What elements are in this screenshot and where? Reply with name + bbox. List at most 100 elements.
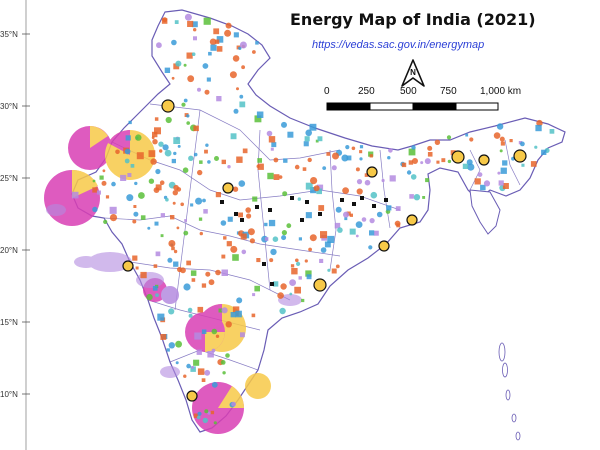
energy-site-marker: [335, 206, 342, 213]
energy-site-marker: [157, 313, 165, 321]
energy-site-marker: [152, 139, 158, 145]
energy-site-marker: [447, 159, 452, 164]
energy-site-marker: [465, 133, 469, 137]
energy-site-marker: [215, 269, 221, 276]
energy-site-marker: [267, 172, 274, 180]
energy-site-marker: [477, 172, 483, 178]
energy-site-marker: [173, 151, 177, 156]
energy-site-marker: [359, 157, 363, 161]
energy-site-marker: [188, 313, 193, 318]
energy-site-marker: [305, 212, 312, 219]
energy-site-marker: [135, 266, 139, 270]
energy-site-marker: [168, 240, 176, 247]
energy-site-marker: [204, 369, 211, 376]
energy-site-marker: [327, 235, 335, 243]
energy-site-marker: [216, 46, 223, 52]
energy-site-marker: [103, 219, 108, 224]
energy-site-marker: [202, 417, 208, 424]
energy-site-marker: [171, 76, 175, 80]
energy-site-marker: [319, 258, 324, 263]
energy-site-marker: [159, 149, 163, 153]
energy-site-marker: [225, 321, 232, 328]
energy-site-marker: [126, 194, 134, 202]
andaman-islands: [498, 342, 521, 441]
energy-site-marker: [296, 261, 301, 266]
energy-site-marker: [202, 198, 206, 203]
energy-site-marker: [171, 246, 175, 251]
energy-site-marker: [388, 148, 393, 153]
energy-site-marker: [155, 251, 161, 257]
energy-site-marker: [186, 121, 190, 125]
latitude-label-35: 35°N: [0, 30, 18, 39]
energy-site-marker: [264, 222, 268, 227]
energy-site-marker: [307, 157, 312, 163]
energy-site-marker: [203, 17, 211, 25]
energy-site-marker: [211, 328, 218, 335]
energy-site-marker: [135, 134, 142, 141]
energy-site-marker: [124, 148, 131, 155]
energy-site-marker: [172, 190, 178, 196]
energy-site-marker: [183, 374, 187, 378]
energy-site-marker: [318, 205, 325, 211]
energy-site-marker: [101, 180, 107, 186]
energy-site-marker: [176, 226, 180, 230]
energy-site-marker: [281, 235, 287, 241]
energy-site-marker: [202, 63, 209, 69]
latitude-label-20: 20°N: [0, 246, 18, 255]
energy-site-marker: [369, 230, 375, 236]
energy-site-marker: [283, 158, 288, 163]
energy-site-marker: [208, 51, 212, 56]
energy-site-marker: [280, 283, 287, 290]
energy-site-marker: [233, 32, 239, 38]
energy-site-marker: [291, 268, 298, 275]
energy-site-marker: [345, 145, 350, 150]
energy-site-marker: [175, 361, 179, 365]
energy-site-marker: [173, 184, 179, 191]
energy-site-marker: [236, 297, 243, 304]
energy-site-marker: [420, 161, 424, 165]
energy-site-marker: [334, 222, 341, 229]
energy-site-marker: [154, 221, 159, 226]
solar-ring-markers: [122, 99, 527, 402]
energy-site-marker: [221, 269, 228, 276]
energy-site-marker: [310, 187, 317, 194]
energy-site-marker: [409, 194, 414, 199]
energy-site-marker: [493, 132, 501, 139]
energy-site-marker: [364, 173, 369, 177]
energy-site-marker: [230, 312, 236, 318]
energy-site-marker: [257, 163, 264, 170]
energy-site-marker: [271, 142, 277, 148]
energy-site-marker: [193, 125, 199, 132]
energy-site-marker: [140, 271, 147, 279]
energy-site-marker: [220, 360, 226, 365]
energy-site-marker: [252, 196, 258, 202]
energy-site-marker: [246, 213, 252, 219]
energy-site-marker: [396, 223, 401, 228]
energy-site-marker: [186, 363, 191, 369]
energy-site-marker: [177, 144, 181, 148]
energy-site-marker: [160, 234, 164, 238]
energy-site-marker: [210, 44, 217, 51]
energy-site-marker: [316, 184, 324, 191]
energy-site-marker: [245, 207, 251, 213]
energy-site-marker: [376, 211, 383, 218]
energy-site-marker: [207, 351, 214, 358]
energy-site-marker: [308, 247, 312, 252]
energy-site-marker: [168, 342, 175, 349]
energy-site-marker: [256, 111, 264, 118]
energy-site-marker: [282, 191, 288, 197]
energy-site-marker: [213, 28, 220, 35]
energy-site-marker: [304, 136, 310, 142]
energy-site-marker: [389, 175, 396, 182]
energy-site-marker: [386, 205, 392, 211]
energy-site-marker: [227, 216, 233, 222]
energy-site-marker: [92, 187, 98, 193]
energy-site-marker: [536, 119, 543, 127]
energy-site-marker: [549, 129, 555, 134]
scale-label-750: 750: [440, 86, 457, 97]
energy-site-marker: [138, 192, 145, 199]
coal-site-markers: [220, 196, 388, 286]
energy-site-marker: [216, 36, 224, 43]
energy-site-marker: [434, 139, 441, 145]
energy-site-marker: [109, 206, 117, 214]
